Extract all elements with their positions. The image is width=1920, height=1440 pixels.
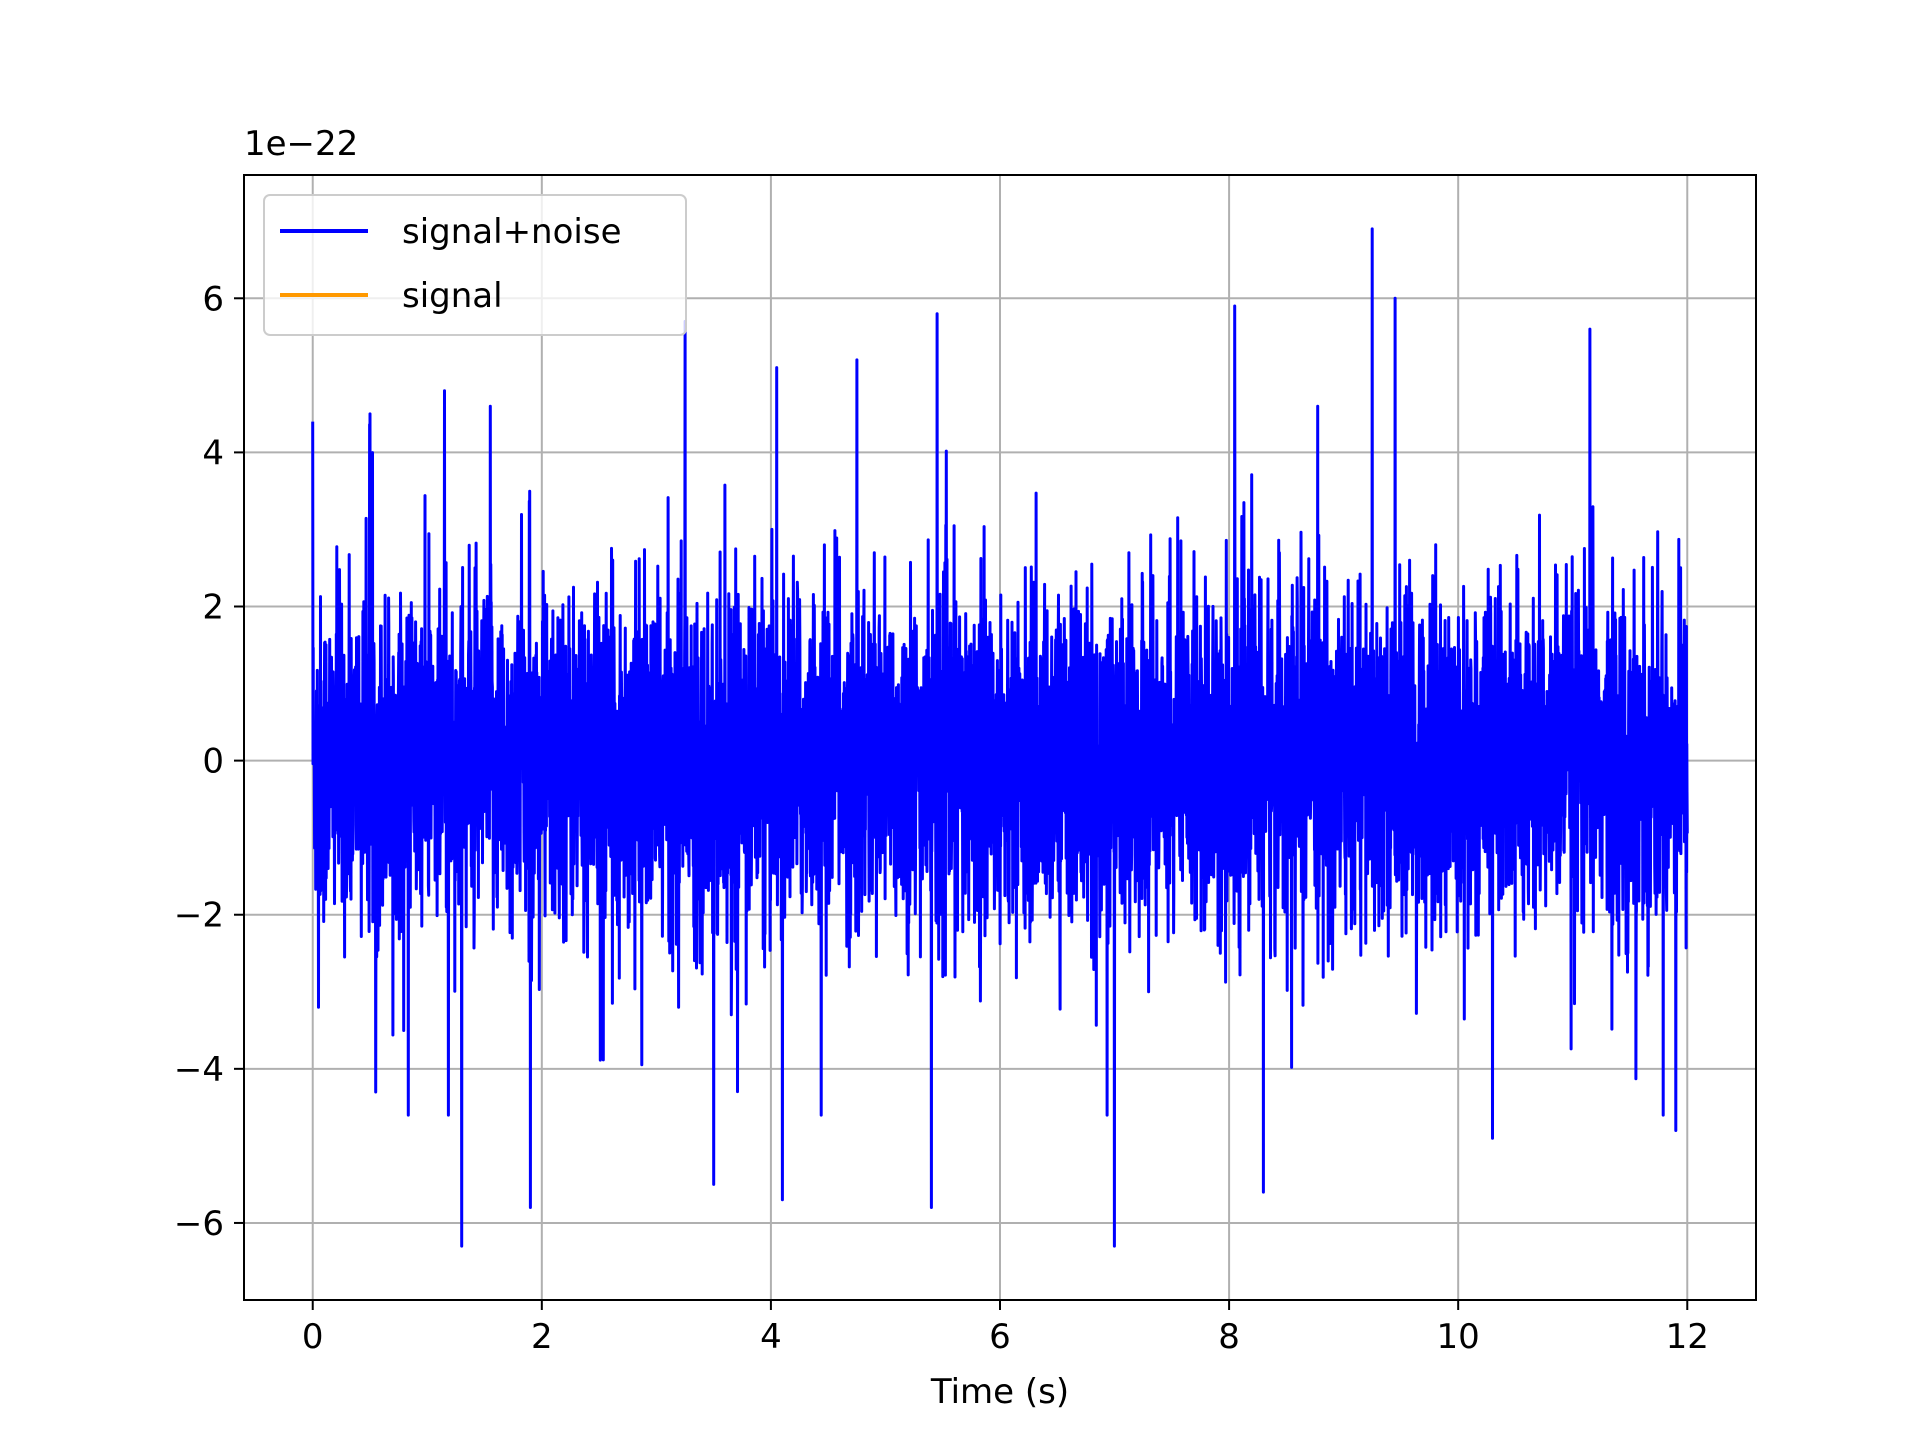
legend-label-signal: signal — [402, 276, 503, 316]
plot-area — [311, 227, 1689, 1248]
y-tick-label: 0 — [202, 742, 224, 782]
y-tick-label: 6 — [202, 279, 224, 319]
series-line-signal-noise — [311, 227, 1689, 1248]
x-tick-label: 8 — [1218, 1317, 1240, 1357]
x-tick-label: 4 — [760, 1317, 782, 1357]
legend-box — [263, 194, 687, 336]
y-offset-label: 1e−22 — [244, 124, 358, 164]
x-tick-label: 6 — [989, 1317, 1011, 1357]
x-axis-label: Time (s) — [930, 1372, 1069, 1412]
y-tick-label: 4 — [202, 433, 224, 473]
y-tick-label: −4 — [174, 1050, 224, 1090]
series-group — [311, 227, 1689, 1248]
legend: signal+noise signal — [263, 194, 687, 336]
y-tick-label: −2 — [174, 896, 224, 936]
y-tick-label: −6 — [174, 1204, 224, 1244]
x-tick-label: 10 — [1437, 1317, 1480, 1357]
x-axis: 0 2 4 6 8 10 12 — [302, 1300, 1709, 1357]
y-axis: −6 −4 −2 0 2 4 6 — [174, 279, 244, 1244]
y-tick-label: 2 — [202, 588, 224, 628]
x-tick-label: 12 — [1666, 1317, 1709, 1357]
x-tick-label: 0 — [302, 1317, 324, 1357]
legend-label-signal-noise: signal+noise — [402, 212, 622, 252]
x-tick-label: 2 — [531, 1317, 553, 1357]
